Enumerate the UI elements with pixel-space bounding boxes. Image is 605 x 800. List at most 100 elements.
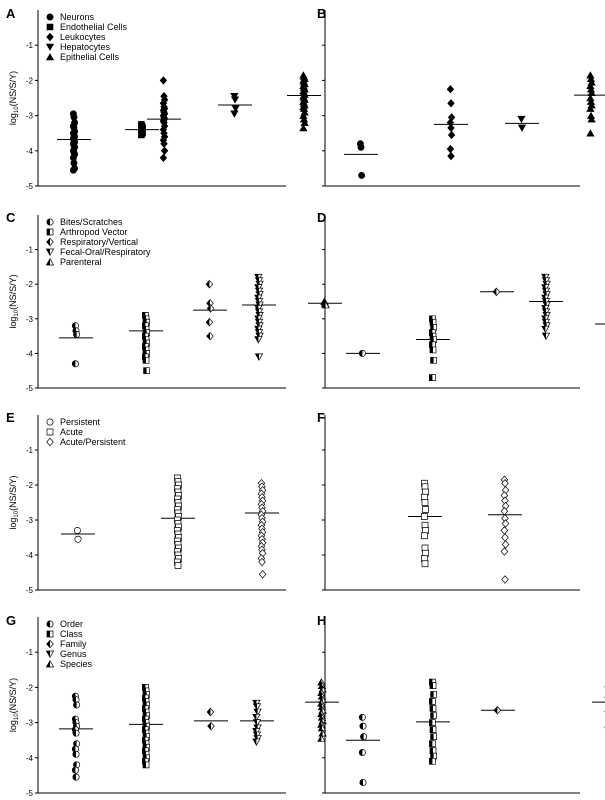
data-point (230, 96, 240, 104)
data-point (230, 92, 239, 101)
data-point (500, 526, 509, 535)
data-point (586, 104, 595, 112)
panel-letter: C (6, 210, 16, 225)
group-acute-persistent (488, 475, 522, 584)
group-arthropod-vector (416, 315, 450, 381)
y-axis-label: log10(NS/S/Y) (8, 71, 20, 125)
y-tick-label: -3 (26, 112, 34, 121)
data-point (429, 374, 436, 381)
legend-entry: Epithelial Cells (60, 52, 120, 62)
panel-letter: B (317, 6, 326, 21)
data-point (422, 549, 429, 557)
group-class (129, 684, 163, 769)
legend-entry: Acute/Persistent (60, 437, 126, 447)
data-point (446, 144, 455, 154)
legend-marker (45, 659, 55, 668)
data-point (206, 331, 214, 341)
data-point (258, 557, 266, 567)
y-axis-label-rest: (NS/S/Y) (8, 274, 18, 310)
legend-marker (46, 13, 54, 21)
legend-marker (46, 639, 54, 649)
legend-marker (46, 218, 54, 226)
group-genus (240, 699, 274, 746)
y-tick-label: -5 (26, 586, 34, 595)
data-point (586, 129, 595, 137)
legend-marker (46, 630, 54, 638)
y-tick-label: -3 (26, 516, 34, 525)
data-point (254, 353, 264, 361)
data-point (318, 729, 327, 737)
group-epithelial-cells (287, 71, 321, 132)
data-point (429, 740, 436, 748)
data-point (358, 713, 366, 721)
data-point (207, 721, 215, 731)
data-point (299, 124, 308, 132)
panel-letter: H (317, 613, 326, 628)
group-family (481, 706, 515, 715)
axis-lines (324, 617, 580, 794)
axis-lines (324, 10, 580, 187)
data-point (160, 146, 169, 156)
data-point (72, 750, 80, 758)
legend-entry: Bites/Scratches (60, 217, 123, 227)
data-point (143, 367, 150, 375)
data-point (517, 115, 526, 124)
data-point (73, 740, 81, 748)
y-tick-label: -5 (26, 789, 34, 798)
panel-a: A -1 -2 -3 -4 -5 log10(NS/S/Y) NeuronsEndotheli… (6, 6, 321, 191)
legend-marker (46, 620, 54, 628)
group-bites-scratches (59, 322, 93, 368)
data-point (73, 701, 81, 709)
data-point (72, 696, 80, 704)
y-tick-label: -1 (26, 446, 34, 455)
data-point (517, 124, 527, 132)
group-endothelial-cells (125, 121, 159, 139)
group-epithelial-cells (574, 71, 605, 137)
legend-entry: Respiratory/Vertical (60, 237, 138, 247)
data-point (358, 171, 366, 179)
data-point (447, 151, 455, 161)
legend-entry: Neurons (60, 12, 95, 22)
data-point (429, 705, 437, 712)
data-point (587, 115, 596, 123)
data-point (430, 752, 437, 760)
data-point (429, 318, 437, 326)
data-point (300, 118, 309, 126)
axis-lines (324, 415, 580, 591)
data-point (254, 336, 263, 344)
data-point (422, 488, 429, 496)
y-axis-label: log10(NS/S/Y) (8, 274, 20, 328)
data-point (430, 324, 437, 331)
data-point (430, 691, 437, 698)
y-axis-label: log10(NS/S/Y) (8, 475, 20, 529)
data-point (205, 317, 214, 327)
data-point (142, 761, 150, 769)
data-point (159, 76, 168, 85)
group-acute-persistent (245, 478, 279, 579)
data-point (422, 527, 429, 534)
y-tick-label: -2 (26, 481, 34, 490)
data-point (253, 708, 262, 717)
legend-marker (45, 43, 55, 51)
data-point (230, 110, 239, 118)
panel-b: B (317, 6, 605, 187)
legend-entry: Persistent (60, 417, 101, 427)
legend-entry: Arthropod Vector (60, 227, 128, 237)
data-point (73, 761, 81, 769)
data-point (447, 99, 455, 108)
panel-f: F (317, 410, 580, 591)
y-tick-label: -3 (26, 315, 34, 324)
y-axis-label: log10(NS/S/Y) (8, 678, 20, 732)
panel-g: G -1 -2 -3 -4 -5 log10(NS/S/Y) OrderClassFamily… (6, 613, 339, 798)
data-point (174, 562, 182, 569)
legend-entry: Fecal-Oral/Respiratory (60, 247, 151, 257)
data-point (74, 535, 82, 543)
y-tick-label: -1 (26, 246, 34, 255)
group-class (416, 678, 450, 765)
data-point (358, 349, 366, 357)
panel-d: D (317, 210, 605, 389)
legend-marker (46, 437, 54, 447)
data-point (429, 698, 436, 705)
